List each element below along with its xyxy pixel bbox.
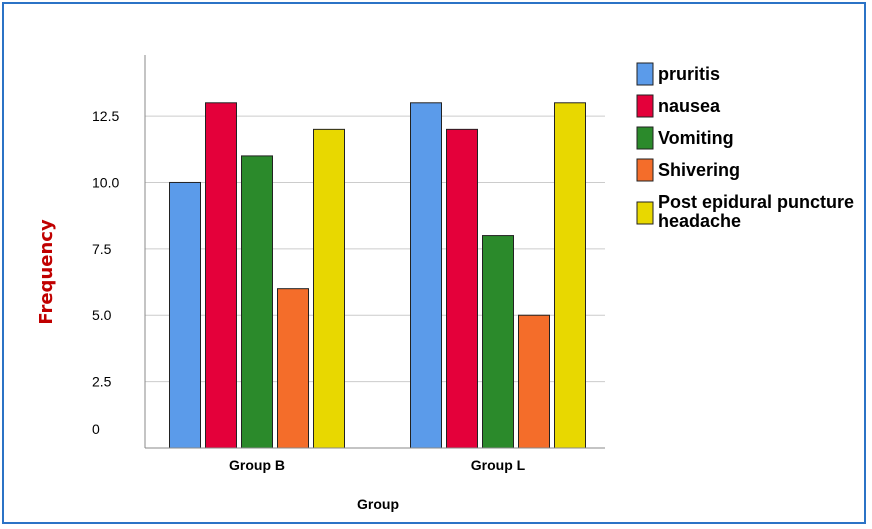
legend-swatch <box>636 94 654 118</box>
legend-label: Shivering <box>658 160 740 180</box>
y-tick-label: 7.5 <box>92 241 112 257</box>
bar-group-l-pruritis <box>410 102 442 449</box>
bar-group-b-nausea <box>205 102 237 449</box>
x-tick-labels: Group B Group L <box>229 457 526 473</box>
y-axis-title: Frequency <box>36 219 57 325</box>
y-tick-label: 2.5 <box>92 374 112 390</box>
y-tick-label: 12.5 <box>92 108 119 124</box>
y-tick-labels: 0 2.5 5.0 7.5 10.0 12.5 <box>92 108 119 437</box>
legend-swatch <box>636 62 654 86</box>
bar-group-b-shivering <box>277 288 309 449</box>
bar-group-b-vomiting <box>241 155 273 449</box>
legend: pruritis nausea Vomiting Shivering Post epid… <box>636 62 854 231</box>
legend-label: pruritis <box>658 64 720 84</box>
bar-group-l-nausea <box>446 128 478 449</box>
legend-label: Vomiting <box>658 128 734 148</box>
x-tick-label: Group L <box>471 457 526 473</box>
legend-label-line: Post epidural puncture <box>658 192 854 212</box>
bar-group-l-vomiting <box>482 235 514 449</box>
x-axis-title: Group <box>357 496 399 512</box>
legend-swatch <box>636 158 654 182</box>
bar-group-b-pruritis <box>169 181 201 449</box>
legend-label: nausea <box>658 96 721 116</box>
bars <box>169 102 586 449</box>
y-tick-label: 0 <box>92 421 100 437</box>
bar-group-b-post-epidural-puncture-headache <box>313 128 345 449</box>
legend-swatch <box>636 126 654 150</box>
y-tick-label: 5.0 <box>92 307 112 323</box>
x-tick-label: Group B <box>229 457 285 473</box>
bar-group-l-post-epidural-puncture-headache <box>554 102 586 449</box>
legend-swatch <box>636 201 654 225</box>
legend-label-line: headache <box>658 211 741 231</box>
y-tick-label: 10.0 <box>92 174 119 190</box>
bar-group-l-shivering <box>518 314 550 449</box>
